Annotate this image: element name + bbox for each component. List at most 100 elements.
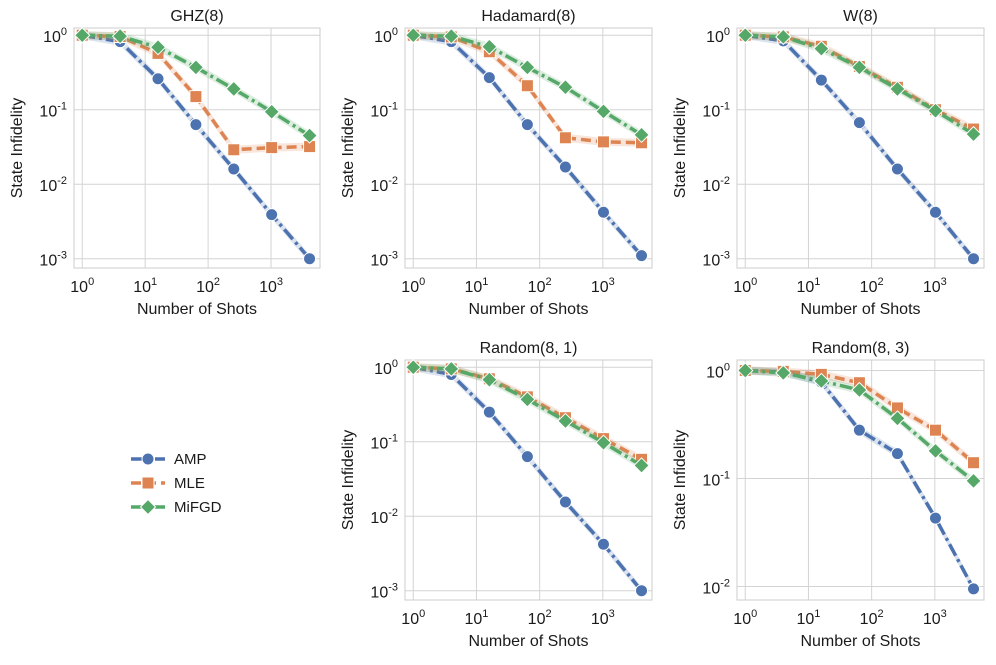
- data-point: [890, 162, 904, 176]
- legend-item-mle: MLE: [131, 475, 205, 492]
- data-point: [482, 71, 496, 85]
- data-point: [813, 372, 830, 390]
- y-tick-label: 10-1: [39, 101, 67, 121]
- y-tick-labels: 10-3 10-2 10-1 100: [702, 26, 730, 269]
- x-axis-label: Number of Shots: [468, 633, 588, 650]
- y-tick-labels: 10-3 10-2 10-1 100: [370, 358, 398, 601]
- y-tick-label: 10-2: [702, 175, 730, 195]
- y-tick-labels: 10-3 10-2 10-1 100: [370, 26, 398, 269]
- data-point: [227, 143, 241, 157]
- data-point: [301, 127, 318, 144]
- data-point: [775, 364, 792, 382]
- data-point: [633, 126, 650, 144]
- y-tick-label: 100: [706, 26, 730, 46]
- series-line: [745, 368, 976, 590]
- data-point: [263, 103, 280, 120]
- series-mifgd: [737, 27, 982, 143]
- data-point: [225, 80, 242, 98]
- x-axis-label: Number of Shots: [468, 301, 588, 318]
- y-tick-label: 100: [43, 26, 67, 46]
- panel-title: Random(8, 3): [812, 340, 910, 357]
- legend-marker: [141, 476, 155, 490]
- panel-title: W(8): [843, 8, 878, 25]
- x-tick-label: 101: [133, 276, 157, 296]
- panel-w-8: 100 101 102 103 10-3 10-2 10-1 100 W(8) Number of…: [672, 8, 985, 318]
- y-tick-label: 10-1: [702, 101, 730, 121]
- data-point: [595, 434, 612, 451]
- y-tick-label: 100: [706, 361, 730, 381]
- data-point: [74, 27, 91, 44]
- data-point: [189, 118, 203, 132]
- y-axis-label: State Infidelity: [9, 98, 26, 199]
- legend-marker: [141, 452, 155, 466]
- data-point: [965, 125, 982, 143]
- series-mle: [738, 363, 981, 470]
- data-point: [852, 116, 866, 130]
- data-point: [227, 162, 241, 176]
- x-tick-label: 102: [860, 276, 884, 296]
- data-point: [482, 405, 496, 419]
- x-axis-label: Number of Shots: [137, 301, 257, 318]
- x-tick-label: 102: [528, 608, 552, 628]
- data-point: [151, 72, 165, 86]
- series-amp: [738, 363, 981, 596]
- data-point: [967, 456, 981, 470]
- y-tick-label: 10-3: [370, 582, 398, 602]
- y-tick-labels: 10-2 10-1 100: [702, 361, 730, 597]
- data-point: [596, 537, 610, 551]
- data-point: [967, 252, 981, 266]
- data-point: [189, 90, 203, 104]
- series-mifgd: [405, 359, 650, 474]
- x-axis-label: Number of Shots: [800, 633, 920, 650]
- plot-frame: [736, 359, 985, 601]
- data-point: [737, 362, 754, 379]
- x-tick-label: 100: [401, 276, 425, 296]
- panel-random-8-1: 100 101 102 103 10-3 10-2 10-1 100 Random(8, 1) N…: [340, 340, 653, 650]
- data-point: [967, 582, 981, 596]
- legend-marker: [139, 498, 157, 516]
- data-point: [481, 38, 498, 55]
- data-point: [851, 59, 868, 76]
- y-axis-label: State Infidelity: [672, 430, 689, 531]
- x-tick-labels: 100 101 102 103: [733, 608, 946, 628]
- y-axis-label: State Infidelity: [340, 430, 357, 531]
- x-tick-label: 103: [923, 608, 947, 628]
- y-tick-label: 10-2: [370, 507, 398, 527]
- y-tick-labels: 10-3 10-2 10-1 100: [39, 26, 67, 269]
- data-point: [813, 40, 830, 57]
- x-tick-label: 100: [70, 276, 94, 296]
- data-point: [405, 359, 422, 376]
- x-tick-labels: 100 101 102 103: [401, 276, 614, 296]
- data-point: [481, 371, 498, 388]
- y-axis-label: State Infidelity: [340, 98, 357, 199]
- data-point: [187, 59, 205, 76]
- data-point: [635, 584, 649, 598]
- panels: 100 101 102 103 10-3 10-2 10-1 100 GHZ(8) Number …: [9, 8, 985, 650]
- x-tick-label: 101: [464, 608, 488, 628]
- x-tick-label: 103: [259, 276, 283, 296]
- data-point: [443, 27, 460, 45]
- data-point: [852, 423, 866, 437]
- x-tick-label: 102: [860, 608, 884, 628]
- data-point: [633, 457, 650, 474]
- data-point: [596, 135, 610, 149]
- y-tick-label: 10-2: [702, 578, 730, 598]
- x-tick-label: 102: [196, 276, 220, 296]
- data-point: [558, 160, 572, 174]
- panel-title: GHZ(8): [170, 8, 223, 25]
- series-mifgd: [737, 362, 982, 490]
- data-point: [519, 391, 536, 408]
- data-point: [928, 205, 942, 219]
- plot-frame: [404, 27, 653, 269]
- x-tick-labels: 100 101 102 103: [70, 276, 283, 296]
- gridlines: [405, 28, 652, 268]
- data-point: [851, 381, 868, 399]
- legend: AMP MLE MiFGD: [131, 451, 222, 516]
- x-axis-label: Number of Shots: [800, 301, 920, 318]
- data-point: [558, 131, 572, 145]
- data-point: [928, 423, 942, 437]
- data-point: [111, 27, 129, 45]
- x-tick-label: 103: [923, 276, 947, 296]
- plot-frame: [404, 359, 653, 601]
- x-tick-label: 102: [528, 276, 552, 296]
